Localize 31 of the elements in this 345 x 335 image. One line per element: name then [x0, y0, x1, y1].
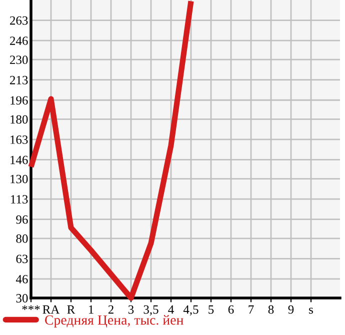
y-tick-label: 146	[10, 156, 28, 164]
y-tick-label: 230	[10, 56, 28, 64]
x-tick-label: 3	[128, 305, 134, 314]
y-tick-label: 130	[10, 174, 28, 184]
x-tick-label: 3,5	[144, 305, 158, 316]
x-tick-label: 9	[288, 305, 294, 314]
y-tick-label: 163	[10, 136, 28, 144]
y-tick-label: 180	[10, 115, 28, 124]
x-tick-label: 2	[108, 305, 114, 314]
y-tick-label: 46	[16, 274, 28, 284]
y-tick-label: 80	[16, 234, 28, 243]
y-tick-label: 63	[16, 254, 28, 264]
x-tick-label: 8	[268, 305, 274, 314]
y-tick-label: 263	[10, 16, 28, 25]
x-tick-label: 7	[248, 305, 254, 314]
x-tick-label: RA	[42, 305, 60, 314]
y-tick-label: 213	[10, 76, 28, 84]
x-tick-label: s	[309, 308, 313, 314]
y-tick-label: 246	[10, 36, 28, 45]
x-tick-label: 5	[208, 305, 214, 314]
legend-label: Средняя Цена, тыс. йен	[45, 315, 184, 328]
x-tick-label: 1	[88, 305, 94, 314]
x-tick-label: 6	[228, 305, 234, 314]
y-tick-label: 113	[11, 195, 28, 204]
x-tick-label: ***	[22, 305, 40, 310]
x-tick-label: R	[67, 305, 76, 314]
x-tick-label: 4	[168, 305, 174, 314]
x-tick-label: 4,5	[183, 305, 198, 316]
y-tick-label: 196	[10, 96, 28, 105]
y-tick-label: 30	[16, 294, 28, 302]
y-tick-label: 96	[16, 215, 28, 224]
